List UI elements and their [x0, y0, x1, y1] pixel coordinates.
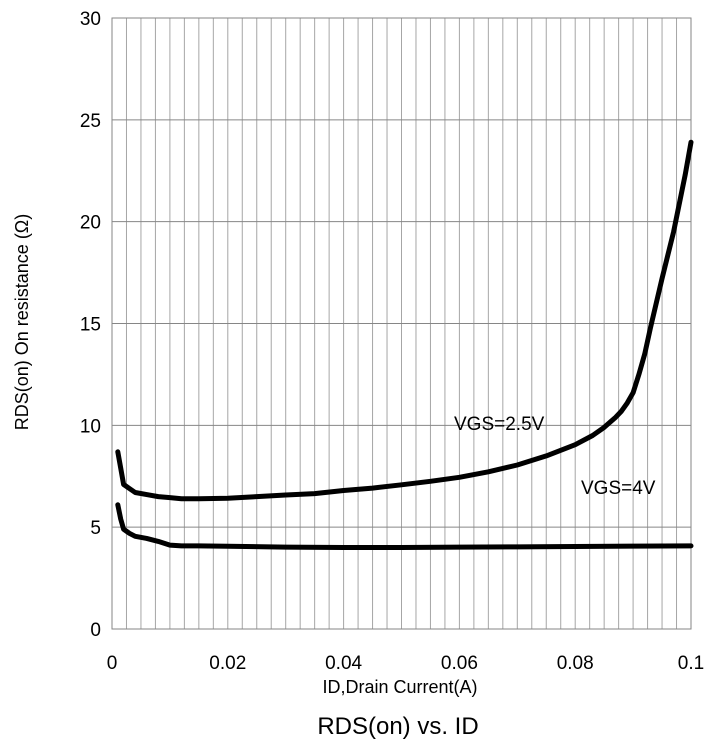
y-tick-label: 25 — [80, 111, 101, 132]
plot-area-border — [111, 17, 692, 630]
series-label-vgs-4v: VGS=4V — [581, 478, 656, 499]
y-axis-label: RDS(on) On resistance (Ω) — [12, 214, 32, 431]
chart-caption: RDS(on) vs. ID — [317, 713, 478, 740]
series-line-vgs-2-5v — [115, 139, 694, 502]
grid-lines — [111, 17, 692, 630]
y-tick-label: 5 — [90, 518, 101, 539]
series-label-vgs-2-5v: VGS=2.5V — [454, 414, 545, 435]
y-tick-label: 0 — [90, 620, 101, 641]
x-tick-label: 0.04 — [325, 653, 362, 674]
x-tick-label: 0.1 — [678, 653, 704, 674]
x-tick-labels: 0 0.02 0.04 0.06 0.08 0.1 — [107, 653, 705, 674]
y-tick-label: 10 — [80, 416, 101, 437]
x-axis-label: ID,Drain Current(A) — [322, 677, 477, 697]
series-lines — [115, 139, 694, 550]
y-tick-label: 15 — [80, 315, 101, 336]
x-tick-label: 0.06 — [441, 653, 478, 674]
x-tick-label: 0 — [107, 653, 118, 674]
series-line-vgs-4v — [115, 502, 694, 550]
y-tick-label: 20 — [80, 213, 101, 234]
y-tick-labels: 0 5 10 15 20 25 30 — [80, 9, 101, 641]
x-tick-label: 0.02 — [209, 653, 246, 674]
y-tick-label: 30 — [80, 9, 101, 30]
x-tick-label: 0.08 — [557, 653, 594, 674]
